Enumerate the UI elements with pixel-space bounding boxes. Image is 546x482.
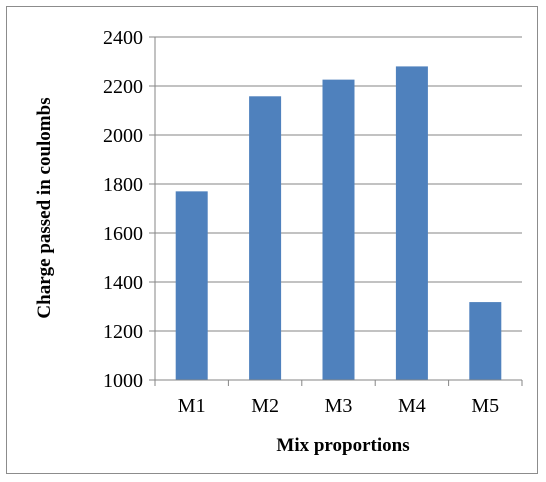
- y-tick-label-1000: 1000: [103, 370, 143, 392]
- x-tick-label-M4: M4: [398, 395, 426, 417]
- y-tick-label-2000: 2000: [103, 125, 143, 147]
- axes: [149, 36, 523, 386]
- bar-M5: [469, 302, 502, 380]
- y-axis-title: Charge passed in coulombs: [34, 97, 55, 318]
- bar-M1: [175, 191, 208, 380]
- y-tick-labels: 1000 1200 1400 1600 1800 2000 2200 2400: [103, 27, 143, 392]
- y-tick-label-1600: 1600: [103, 223, 143, 245]
- x-tick-label-M2: M2: [251, 395, 279, 417]
- y-tick-label-1400: 1400: [103, 272, 143, 294]
- bars: [175, 66, 502, 381]
- x-tick-label-M5: M5: [471, 395, 499, 417]
- x-tick-label-M1: M1: [178, 395, 206, 417]
- y-tick-label-2400: 2400: [103, 27, 143, 49]
- bar-M4: [395, 66, 428, 381]
- y-tick-label-1200: 1200: [103, 321, 143, 343]
- x-tick-label-M3: M3: [325, 395, 353, 417]
- x-axis-title: Mix proportions: [276, 435, 409, 456]
- bar-M3: [322, 79, 355, 380]
- bar-M2: [249, 96, 282, 380]
- x-tick-labels: M1 M2 M3 M4 M5: [178, 395, 499, 417]
- y-tick-label-1800: 1800: [103, 174, 143, 196]
- y-tick-label-2200: 2200: [103, 76, 143, 98]
